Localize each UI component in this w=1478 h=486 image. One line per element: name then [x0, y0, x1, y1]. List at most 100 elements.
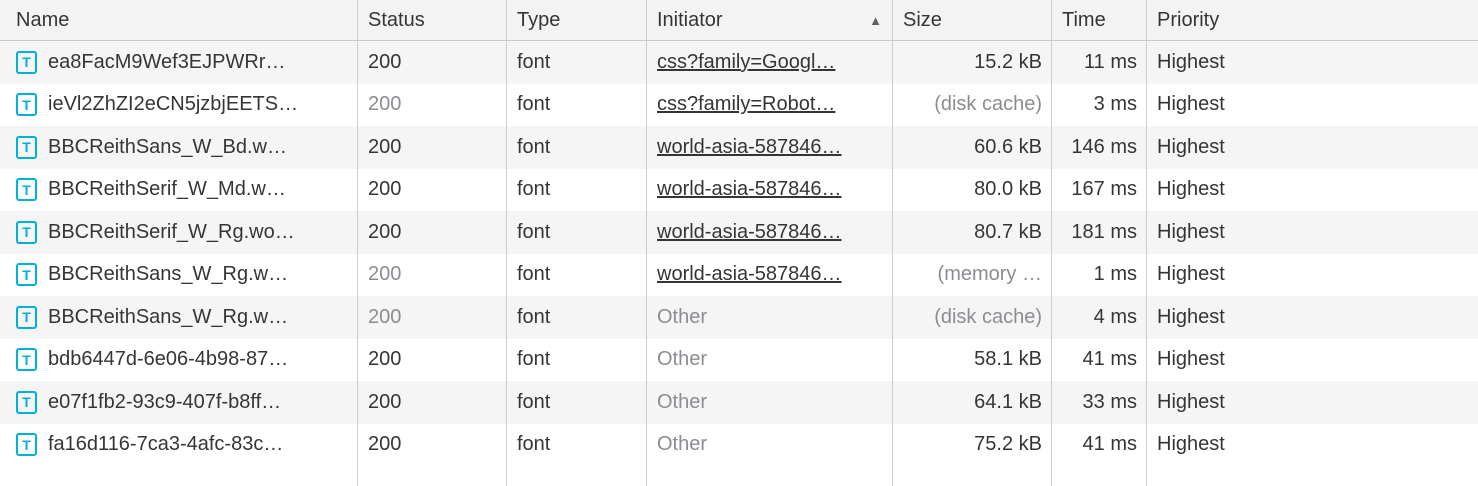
type-cell: font	[507, 211, 647, 254]
status-value: 200	[368, 348, 402, 371]
initiator-link[interactable]: world-asia-587846…	[657, 220, 842, 243]
size-cell: 58.1 kB	[893, 338, 1052, 381]
initiator-cell: Other	[647, 423, 893, 466]
font-resource-icon: T	[16, 178, 37, 202]
table-row[interactable]: T BBCReithSerif_W_Rg.wo… 200 font world-a…	[0, 211, 1478, 254]
priority-cell: Highest	[1147, 211, 1478, 254]
priority-value: Highest	[1157, 390, 1225, 413]
initiator-cell: css?family=Robot…	[647, 83, 893, 126]
priority-cell: Highest	[1147, 84, 1478, 127]
priority-cell: Highest	[1147, 126, 1478, 169]
initiator-cell: world-asia-587846…	[647, 211, 893, 254]
initiator-link[interactable]: world-asia-587846…	[657, 135, 842, 158]
type-cell: font	[507, 423, 647, 466]
sort-asc-icon: ▲	[869, 12, 882, 28]
time-cell: 11 ms	[1052, 41, 1147, 84]
column-header-time[interactable]: Time	[1052, 0, 1147, 40]
column-header-size[interactable]: Size	[893, 0, 1052, 40]
priority-cell: Highest	[1147, 169, 1478, 212]
initiator-cell: world-asia-587846…	[647, 126, 893, 169]
column-header-initiator[interactable]: Initiator ▲	[647, 0, 893, 40]
type-value: font	[517, 305, 551, 328]
initiator-link[interactable]: world-asia-587846…	[657, 263, 842, 286]
table-row[interactable]: T BBCReithSans_W_Bd.w… 200 font world-asi…	[0, 126, 1478, 169]
size-value: 15.2 kB	[974, 50, 1042, 73]
name-cell[interactable]: T BBCReithSerif_W_Rg.wo…	[0, 211, 358, 254]
status-value: 200	[368, 433, 402, 456]
type-value: font	[517, 178, 551, 201]
name-cell[interactable]: T BBCReithSans_W_Rg.w…	[0, 296, 358, 339]
status-cell: 200	[358, 296, 507, 339]
column-header-label: Type	[517, 8, 561, 31]
name-cell[interactable]: T BBCReithSans_W_Bd.w…	[0, 126, 358, 169]
type-cell: font	[507, 296, 647, 339]
font-resource-icon: T	[16, 305, 37, 329]
time-cell: 4 ms	[1052, 296, 1147, 339]
initiator-link[interactable]: css?family=Robot…	[657, 93, 836, 116]
type-cell: font	[507, 381, 647, 424]
priority-value: Highest	[1157, 348, 1225, 371]
status-value: 200	[368, 135, 402, 158]
size-value: 58.1 kB	[974, 348, 1042, 371]
column-header-status[interactable]: Status	[358, 0, 507, 40]
status-value: 200	[368, 263, 402, 286]
priority-value: Highest	[1157, 433, 1225, 456]
table-row[interactable]: T BBCReithSerif_W_Md.w… 200 font world-as…	[0, 168, 1478, 212]
column-header-label: Priority	[1157, 8, 1220, 31]
request-name: BBCReithSerif_W_Md.w…	[48, 178, 286, 201]
size-cell: 75.2 kB	[893, 423, 1052, 466]
type-value: font	[517, 433, 551, 456]
table-header: Name Status Type Initiator ▲ Size Time P…	[0, 0, 1478, 41]
column-header-priority[interactable]: Priority	[1147, 0, 1478, 40]
status-cell: 200	[358, 211, 507, 254]
priority-cell: Highest	[1147, 339, 1478, 382]
size-value: (disk cache)	[934, 305, 1042, 328]
font-resource-icon: T	[16, 135, 37, 159]
size-value: (disk cache)	[934, 93, 1042, 116]
request-name: fa16d116-7ca3-4afc-83c…	[48, 433, 284, 456]
size-value: (memory …	[937, 263, 1042, 286]
column-header-type[interactable]: Type	[507, 0, 647, 40]
font-resource-icon: T	[16, 50, 37, 74]
initiator-link[interactable]: world-asia-587846…	[657, 178, 842, 201]
priority-value: Highest	[1157, 50, 1225, 73]
time-value: 33 ms	[1082, 390, 1137, 413]
font-resource-icon: T	[16, 93, 37, 117]
initiator-cell: world-asia-587846…	[647, 253, 893, 296]
status-value: 200	[368, 390, 402, 413]
time-value: 4 ms	[1093, 305, 1137, 328]
status-cell: 200	[358, 423, 507, 466]
type-cell: font	[507, 168, 647, 211]
column-header-name[interactable]: Name	[0, 0, 358, 40]
priority-cell: Highest	[1147, 296, 1478, 339]
time-value: 146 ms	[1071, 135, 1137, 158]
initiator-cell: Other	[647, 296, 893, 339]
name-cell[interactable]: T BBCReithSerif_W_Md.w…	[0, 168, 358, 211]
priority-value: Highest	[1157, 305, 1225, 328]
table-row[interactable]: T BBCReithSans_W_Rg.w… 200 font Other (di…	[0, 296, 1478, 339]
status-cell: 200	[358, 168, 507, 211]
priority-value: Highest	[1157, 135, 1225, 158]
column-header-label: Name	[16, 8, 70, 31]
time-value: 41 ms	[1082, 433, 1137, 456]
type-cell: font	[507, 41, 647, 84]
initiator-label: Other	[657, 390, 708, 413]
name-cell[interactable]: T BBCReithSans_W_Rg.w…	[0, 253, 358, 296]
status-value: 200	[368, 93, 402, 116]
time-cell: 3 ms	[1052, 83, 1147, 126]
size-cell: (memory …	[893, 253, 1052, 296]
status-cell: 200	[358, 41, 507, 84]
initiator-link[interactable]: css?family=Googl…	[657, 50, 836, 73]
table-row[interactable]: T BBCReithSans_W_Rg.w… 200 font world-asi…	[0, 253, 1478, 296]
